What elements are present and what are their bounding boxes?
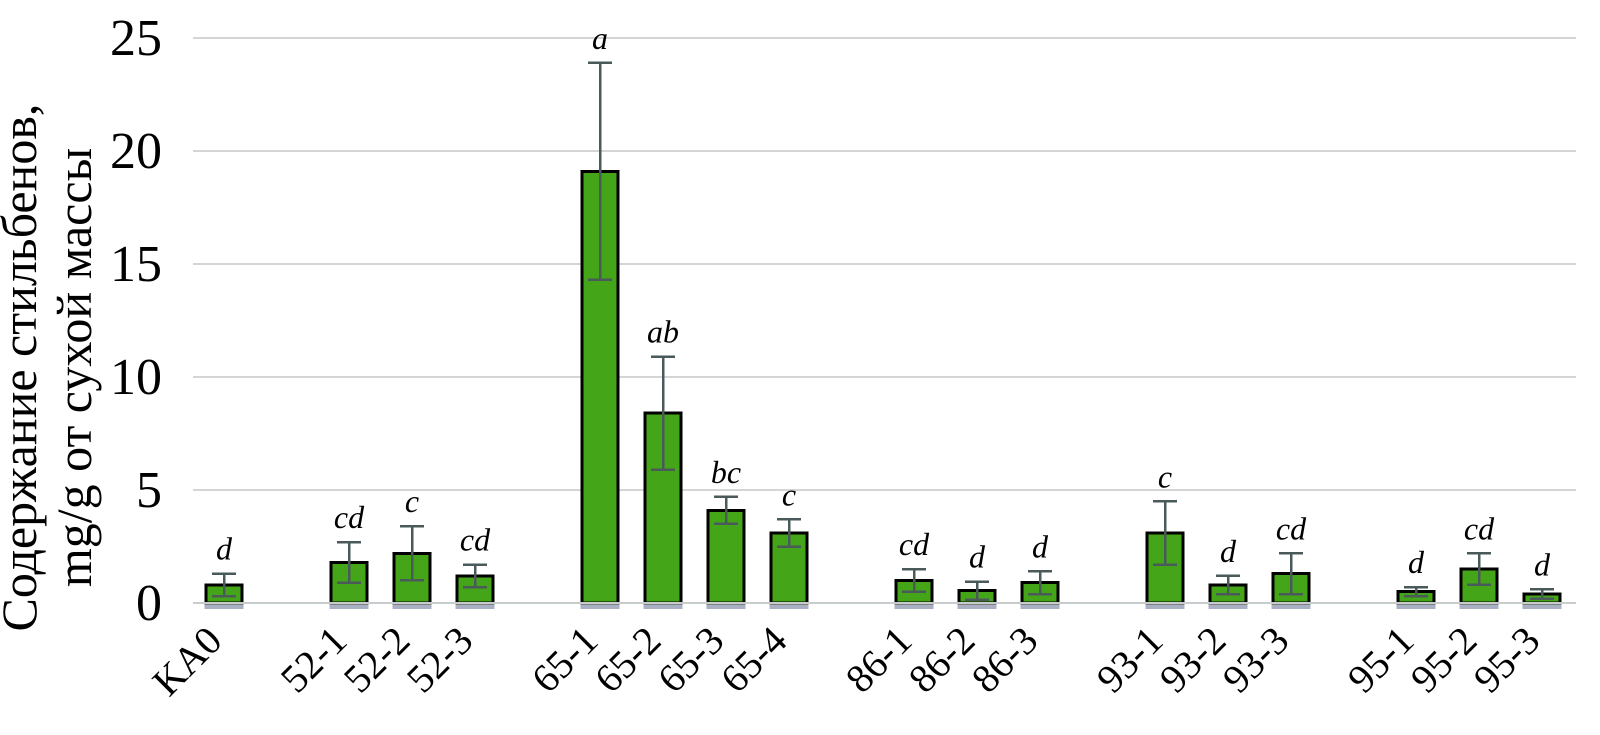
svg-text:a: a	[592, 20, 608, 56]
svg-text:5: 5	[136, 462, 162, 519]
svg-text:cd: cd	[1464, 510, 1495, 546]
svg-text:52-1: 52-1	[272, 618, 356, 702]
svg-text:20: 20	[110, 123, 162, 180]
svg-text:86-2: 86-2	[900, 618, 984, 702]
svg-text:95-1: 95-1	[1339, 618, 1423, 702]
svg-text:cd: cd	[460, 522, 491, 558]
svg-text:0: 0	[136, 575, 162, 632]
svg-text:d: d	[1408, 544, 1425, 580]
svg-text:d: d	[1032, 528, 1049, 564]
svg-text:c: c	[405, 483, 419, 519]
svg-text:d: d	[1220, 533, 1237, 569]
svg-text:d: d	[1534, 546, 1551, 582]
svg-text:10: 10	[110, 349, 162, 406]
svg-text:65-1: 65-1	[523, 618, 607, 702]
svg-text:93-3: 93-3	[1214, 618, 1298, 702]
svg-text:65-4: 65-4	[712, 618, 796, 702]
svg-text:93-2: 93-2	[1151, 618, 1235, 702]
svg-text:86-3: 86-3	[963, 618, 1047, 702]
svg-text:bc: bc	[711, 454, 741, 490]
svg-text:cd: cd	[334, 499, 365, 535]
svg-text:65-3: 65-3	[649, 618, 733, 702]
svg-text:93-1: 93-1	[1088, 618, 1172, 702]
svg-text:c: c	[1158, 458, 1172, 494]
svg-text:d: d	[216, 531, 233, 567]
svg-text:86-1: 86-1	[837, 618, 921, 702]
svg-text:cd: cd	[1276, 510, 1307, 546]
svg-text:95-2: 95-2	[1402, 618, 1486, 702]
svg-text:25: 25	[110, 10, 162, 67]
svg-text:52-3: 52-3	[398, 618, 482, 702]
svg-text:c: c	[782, 476, 796, 512]
svg-text:95-3: 95-3	[1465, 618, 1549, 702]
svg-text:d: d	[969, 539, 986, 575]
svg-text:ab: ab	[647, 314, 679, 350]
svg-text:cd: cd	[899, 526, 930, 562]
svg-text:65-2: 65-2	[586, 618, 670, 702]
svg-text:15: 15	[110, 236, 162, 293]
svg-text:52-2: 52-2	[335, 618, 419, 702]
